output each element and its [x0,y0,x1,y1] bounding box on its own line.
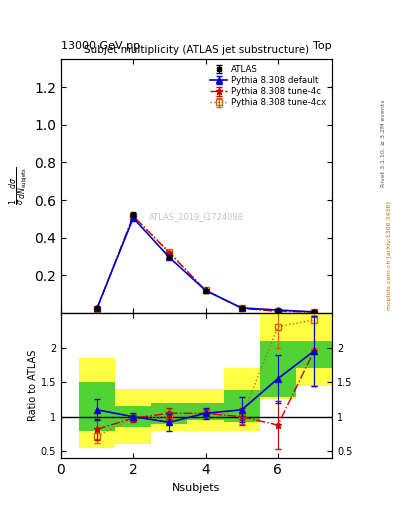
Text: mcplots.cern.ch [arXiv:1306.3436]: mcplots.cern.ch [arXiv:1306.3436] [387,202,392,310]
Legend: ATLAS, Pythia 8.308 default, Pythia 8.308 tune-4c, Pythia 8.308 tune-4cx: ATLAS, Pythia 8.308 default, Pythia 8.30… [209,63,328,109]
Y-axis label: Ratio to ATLAS: Ratio to ATLAS [28,350,38,421]
Text: 13000 GeV pp: 13000 GeV pp [61,41,140,51]
Text: Rivet 3.1.10, ≥ 3.2M events: Rivet 3.1.10, ≥ 3.2M events [381,99,386,187]
Text: ATLAS_2019_I1724098: ATLAS_2019_I1724098 [149,212,244,221]
Text: Top: Top [314,41,332,51]
X-axis label: Nsubjets: Nsubjets [172,483,221,493]
Title: Subjet multiplicity (ATLAS jet substructure): Subjet multiplicity (ATLAS jet substruct… [84,46,309,55]
Y-axis label: $\frac{1}{\sigma}\frac{d\sigma}{dN_{\mathrm{subjets}}}$: $\frac{1}{\sigma}\frac{d\sigma}{dN_{\mat… [7,166,31,205]
